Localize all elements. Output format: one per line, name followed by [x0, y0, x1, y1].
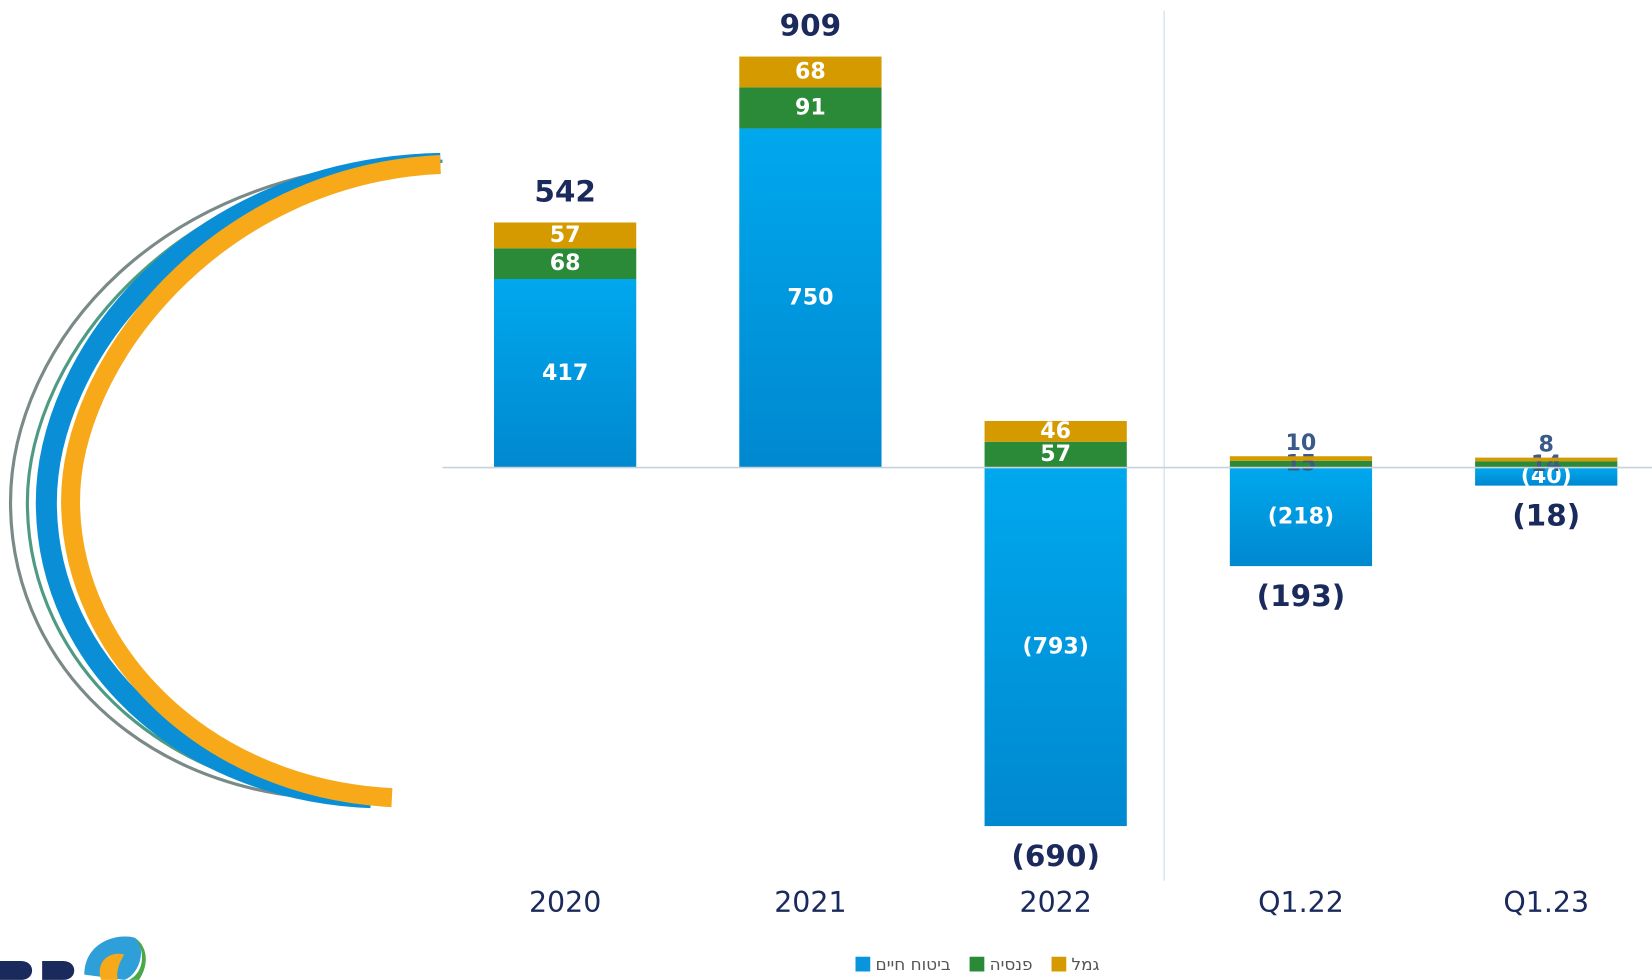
bar-segment — [494, 279, 637, 468]
bar-segment — [494, 222, 637, 249]
bar-segment — [984, 441, 1127, 468]
segment-label: 68 — [795, 58, 826, 84]
segment-label: 46 — [1040, 418, 1071, 444]
legend-label: פנסיה — [990, 954, 1033, 974]
legend-swatch — [969, 956, 985, 972]
decoration-arcs — [8, 152, 443, 809]
legend-label: ביטוח חיים — [876, 954, 951, 974]
total-label: (690) — [1011, 839, 1100, 873]
bar-segment — [739, 56, 882, 88]
bar-segment — [1475, 457, 1618, 462]
x-tick-label: 2022 — [1019, 886, 1091, 919]
bar-segment — [984, 467, 1127, 827]
total-label: (18) — [1512, 499, 1580, 533]
x-tick-label: 2021 — [774, 886, 846, 919]
x-tick-label: Q1.22 — [1258, 886, 1344, 919]
segment-label: 57 — [550, 222, 581, 248]
segment-label: (218) — [1268, 503, 1334, 529]
segment-label: 10 — [1286, 430, 1317, 456]
bar-segment — [1229, 456, 1373, 461]
segment-label: (793) — [1022, 633, 1088, 659]
bar-segment — [1229, 467, 1373, 567]
segment-label: 15 — [1286, 451, 1317, 477]
bar-segment — [984, 420, 1127, 442]
bar-segment — [1475, 461, 1618, 468]
bar-segment — [494, 248, 637, 280]
total-label: 909 — [780, 9, 842, 43]
segment-label: 91 — [795, 94, 826, 120]
x-tick-label: 2020 — [529, 886, 601, 919]
segment-label: 417 — [542, 360, 588, 386]
segment-label: 57 — [1040, 441, 1071, 467]
x-tick-label: Q1.23 — [1503, 886, 1589, 919]
segment-label: 8 — [1539, 431, 1554, 457]
logo — [0, 936, 146, 980]
bar-segment — [1475, 467, 1618, 486]
bar-segment — [1229, 460, 1373, 468]
segment-label: 750 — [787, 284, 833, 310]
total-label: (193) — [1257, 579, 1346, 613]
total-label: 542 — [534, 174, 596, 208]
bar-segment — [739, 87, 882, 129]
segment-label: 68 — [550, 250, 581, 276]
legend-swatch — [855, 956, 871, 972]
bar-segment — [739, 128, 882, 468]
legend-swatch — [1051, 956, 1067, 972]
segment-label: 14 — [1531, 451, 1562, 477]
legend-label: גמל — [1072, 954, 1100, 974]
